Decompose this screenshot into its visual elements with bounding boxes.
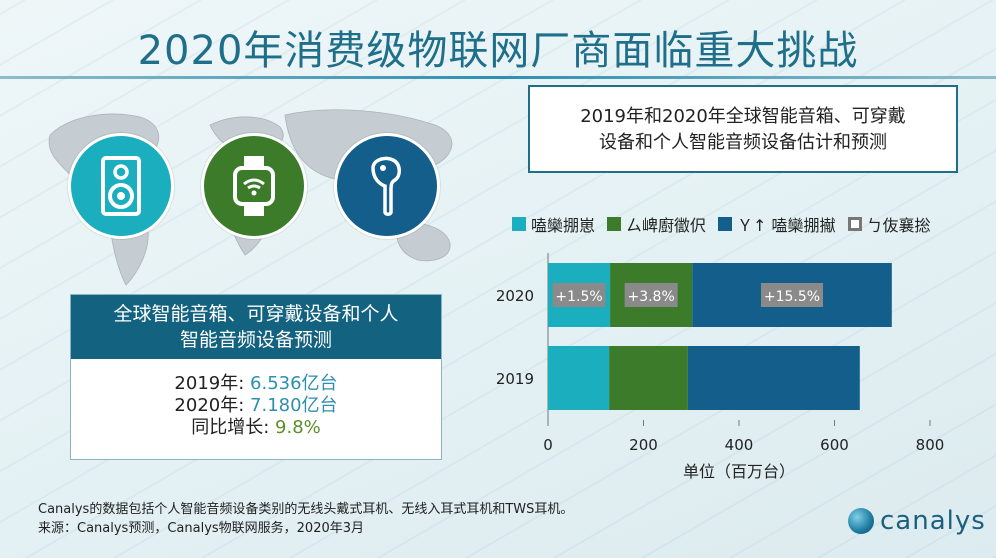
forecast-summary-box: 全球智能音箱、可穿戴设备和个人 智能音频设备预测 2019年: 6.536亿台 … bbox=[70, 294, 442, 460]
canalys-logo: canalys bbox=[848, 506, 986, 536]
forecast-2020-label: 2020年: bbox=[174, 395, 251, 416]
legend-swatch-series-2 bbox=[607, 217, 622, 231]
x-tick-label-800: 800 bbox=[916, 436, 945, 454]
bar-2019-series-1 bbox=[548, 346, 610, 410]
speaker-icon bbox=[101, 156, 141, 216]
bar-2019-series-2 bbox=[609, 346, 688, 410]
legend-item-series-3: Ｙ↑ 嗑欒掤擜 bbox=[718, 212, 836, 236]
forecast-row-2019: 2019年: 6.536亿台 bbox=[71, 373, 441, 395]
forecast-row-2020: 2020年: 7.180亿台 bbox=[71, 395, 441, 417]
forecast-row-growth: 同比增长: 9.8% bbox=[71, 417, 441, 439]
category-label-2020: 2020 bbox=[496, 287, 534, 305]
data-label-2020-series-2: +3.8% bbox=[627, 289, 674, 305]
forecast-2019-value: 6.536亿台 bbox=[250, 373, 338, 394]
chart-title-line1: 2019年和2020年全球智能音箱、可穿戴 bbox=[580, 106, 906, 127]
chart-legend: 嗑欒掤崽 ㄙ崥廚徾伬 Ｙ↑ 嗑欒掤擜 ㄅ伖襄捴 bbox=[512, 212, 931, 236]
forecast-2020-value: 7.180亿台 bbox=[250, 395, 338, 416]
footer-line2: 来源：Canalys预测，Canalys物联网服务，2020年3月 bbox=[38, 521, 365, 536]
bar-2019-series-3 bbox=[687, 346, 860, 410]
earbud-circle bbox=[334, 133, 440, 239]
x-tick-label-200: 200 bbox=[629, 436, 658, 454]
x-axis-title: 单位（百万台） bbox=[683, 462, 795, 481]
data-label-box-2020-series-1 bbox=[552, 283, 606, 307]
legend-label-extra: ㄅ伖襄捴 bbox=[866, 216, 931, 235]
forecast-heading: 全球智能音箱、可穿戴设备和个人 智能音频设备预测 bbox=[71, 295, 441, 359]
x-tick-label-600: 600 bbox=[820, 436, 849, 454]
legend-label-series-1: 嗑欒掤崽 bbox=[531, 216, 596, 235]
x-tick-label-400: 400 bbox=[725, 436, 754, 454]
x-tick-label-0: 0 bbox=[543, 436, 553, 454]
legend-item-series-2: ㄙ崥廚徾伬 bbox=[607, 212, 706, 236]
footer-line1: Canalys的数据包括个人智能音频设备类别的无线头戴式耳机、无线入耳式耳机和T… bbox=[38, 502, 574, 517]
legend-swatch-series-3 bbox=[718, 217, 733, 231]
data-label-2020-series-1: +1.5% bbox=[555, 289, 602, 305]
legend-swatch-series-1 bbox=[512, 217, 526, 231]
smartwatch-circle bbox=[201, 133, 307, 239]
footer-notes: Canalys的数据包括个人智能音频设备类别的无线头戴式耳机、无线入耳式耳机和T… bbox=[38, 500, 573, 538]
data-label-2020-series-3: +15.5% bbox=[764, 289, 820, 305]
chart-title-box: 2019年和2020年全球智能音箱、可穿戴 设备和个人智能音频设备估计和预测 bbox=[528, 85, 958, 173]
forecast-values: 2019年: 6.536亿台 2020年: 7.180亿台 同比增长: 9.8% bbox=[71, 359, 441, 439]
chart-title-line2: 设备和个人智能音频设备估计和预测 bbox=[599, 132, 887, 153]
speaker-circle bbox=[68, 133, 174, 239]
legend-item-extra: ㄅ伖襄捴 bbox=[847, 212, 931, 236]
earbud-icon bbox=[371, 156, 401, 216]
logo-globe-icon bbox=[848, 508, 874, 534]
legend-label-series-2: ㄙ崥廚徾伬 bbox=[626, 216, 707, 235]
forecast-growth-value: 9.8% bbox=[275, 417, 321, 438]
forecast-heading-line1: 全球智能音箱、可穿戴设备和个人 bbox=[113, 303, 399, 325]
legend-item-series-1: 嗑欒掤崽 bbox=[512, 212, 595, 236]
stacked-bar-chart: 2020 +1.5% +3.8% +15.5% 2019 0 200 400 600 800 单位（… bbox=[496, 253, 945, 481]
category-label-2019: 2019 bbox=[496, 370, 534, 388]
smartwatch-icon bbox=[233, 156, 275, 216]
forecast-growth-label: 同比增长: bbox=[191, 417, 276, 438]
legend-label-series-3: Ｙ↑ 嗑欒掤擜 bbox=[737, 216, 836, 235]
forecast-2019-label: 2019年: bbox=[174, 373, 251, 394]
title-divider bbox=[0, 76, 996, 79]
data-label-box-2020-series-3 bbox=[761, 283, 824, 307]
legend-swatch-extra bbox=[847, 217, 862, 231]
slide-title: 2020年消费级物联网厂商面临重大挑战 bbox=[137, 28, 859, 74]
forecast-heading-line2: 智能音频设备预测 bbox=[179, 329, 332, 351]
logo-text: canalys bbox=[880, 506, 986, 536]
data-label-box-2020-series-2 bbox=[624, 283, 678, 307]
